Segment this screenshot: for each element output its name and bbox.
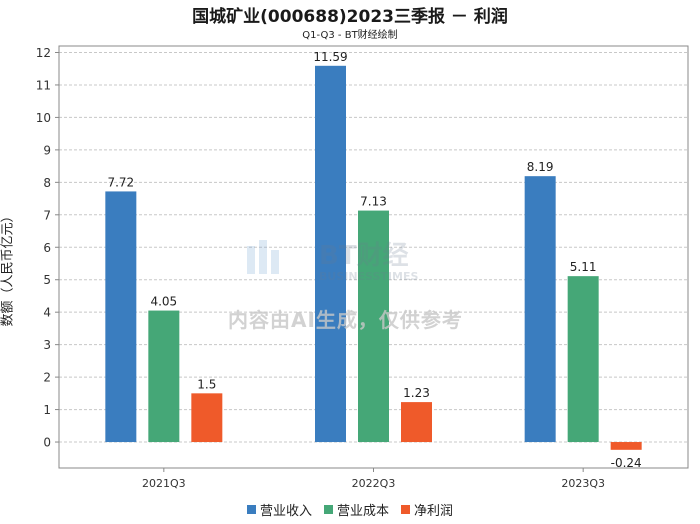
watermark-notice: 内容由AI生成，仅供参考 — [228, 308, 463, 332]
x-tick-label-2023Q3: 2023Q3 — [561, 477, 605, 490]
grid-layer — [55, 51, 688, 472]
bar-2022Q3-2 — [401, 402, 432, 443]
bar-layer — [105, 65, 642, 450]
data-label-2021Q3-1: 4.05 — [150, 295, 177, 309]
legend-swatch-revenue — [246, 505, 256, 514]
legend-item-revenue[interactable]: 营业收入 — [246, 500, 312, 519]
data-label-2022Q3-0: 11.59 — [313, 50, 347, 64]
chart-title: 国城矿业(000688)2023三季报 － 利润 — [192, 7, 508, 27]
data-label-2022Q3-2: 1.23 — [403, 386, 430, 400]
y-tick-label-10: 10 — [36, 111, 51, 125]
y-tick-label-7: 7 — [43, 208, 51, 222]
legend-label-cost: 营业成本 — [336, 504, 389, 519]
y-tick-label-3: 3 — [43, 338, 51, 352]
legend-swatch-cost — [323, 505, 333, 514]
y-tick-label-5: 5 — [43, 273, 51, 287]
y-tick-label-9: 9 — [43, 143, 51, 157]
data-label-2022Q3-1: 7.13 — [360, 195, 387, 209]
legend-swatch-net-profit — [401, 505, 410, 514]
data-label-2021Q3-2: 1.5 — [197, 377, 216, 391]
watermark-logo-mark-2 — [259, 240, 267, 274]
bar-2021Q3-0 — [105, 191, 137, 443]
bar-2021Q3-1 — [148, 310, 180, 443]
y-tick-label-2: 2 — [43, 371, 51, 385]
watermark-logo-mark-3 — [271, 250, 279, 274]
bar-2023Q3-0 — [524, 176, 556, 443]
data-label-2023Q3-0: 8.19 — [527, 160, 554, 174]
y-tick-label-6: 6 — [43, 241, 51, 255]
y-tick-label-11: 11 — [36, 78, 51, 92]
data-label-2023Q3-1: 5.11 — [570, 260, 597, 274]
bar-2021Q3-2 — [191, 393, 223, 443]
bar-2023Q3-2 — [610, 442, 642, 450]
watermark-logo-text: BT财经 — [319, 240, 409, 271]
y-tick-label-12: 12 — [36, 46, 51, 60]
bar-2022Q3-0 — [315, 65, 346, 443]
x-tick-label-2021Q3: 2021Q3 — [142, 477, 186, 490]
y-tick-label-8: 8 — [43, 176, 51, 190]
x-tick-label-2022Q3: 2022Q3 — [352, 477, 396, 490]
label-layer: 01234567891011122021Q37.724.051.52022Q31… — [36, 46, 642, 490]
y-tick-label-0: 0 — [43, 436, 51, 450]
legend-item-cost[interactable]: 营业成本 — [323, 500, 389, 519]
bar-2023Q3-1 — [567, 276, 599, 443]
legend-item-net-profit[interactable]: 净利润 — [401, 500, 453, 519]
watermark-logo: BT财经 BUSINESSTIMES — [245, 236, 465, 290]
legend: 营业收入 营业成本 净利润 — [0, 500, 700, 519]
data-label-2021Q3-0: 7.72 — [107, 175, 134, 189]
legend-label-revenue: 营业收入 — [259, 504, 312, 519]
legend-label-net-profit: 净利润 — [414, 504, 454, 519]
data-label-2023Q3-2: -0.24 — [611, 456, 642, 470]
y-tick-label-1: 1 — [43, 403, 51, 417]
plot-frame — [58, 45, 689, 469]
y-tick-label-4: 4 — [43, 306, 51, 320]
bar-2022Q3-1 — [358, 210, 389, 443]
watermark-logo-mark-1 — [247, 246, 255, 274]
watermark-logo-sub: BUSINESSTIMES — [319, 270, 418, 283]
chart-subtitle: Q1-Q3 - BT财经绘制 — [302, 30, 398, 41]
